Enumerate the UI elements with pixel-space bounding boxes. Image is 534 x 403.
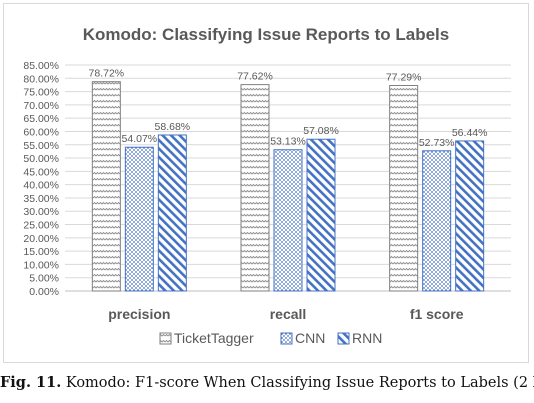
y-tick-label: 70.00% (23, 100, 59, 112)
y-tick-label: 60.00% (23, 126, 59, 138)
y-tick-label: 30.00% (23, 206, 59, 218)
data-label: 54.07% (122, 133, 158, 145)
legend-swatch (159, 332, 172, 345)
data-label: 77.62% (237, 71, 273, 83)
y-tick-label: 45.00% (23, 166, 59, 178)
data-label: 52.73% (419, 137, 455, 149)
y-tick-label: 35.00% (23, 193, 59, 205)
bar-rnn-recall (306, 138, 336, 292)
legend-swatch (280, 332, 293, 345)
y-tick-label: 55.00% (23, 140, 59, 152)
bar-cnn-precision (124, 146, 154, 292)
figure-number: Fig. 11. (0, 374, 62, 391)
data-label: 57.08% (303, 125, 339, 137)
legend-label: TicketTagger (174, 330, 254, 346)
x-tick-label: precision (108, 306, 170, 322)
bar-cnn-f1-score (422, 150, 452, 292)
data-label: 53.13% (270, 136, 306, 148)
y-tick-label: 65.00% (23, 113, 59, 125)
chart-frame: Komodo: Classifying Issue Reports to Lab… (3, 3, 529, 363)
chart-title: Komodo: Classifying Issue Reports to Lab… (83, 25, 450, 44)
bar-tickettagger-precision (91, 81, 121, 292)
y-tick-label: 50.00% (23, 153, 59, 165)
y-tick-label: 20.00% (23, 233, 59, 245)
data-labels: 78.72% 54.07%58.68% 77.62% 53.13%57.08% 77.2… (89, 68, 488, 149)
data-label: 56.44% (452, 127, 488, 139)
bar-cnn-recall (273, 149, 303, 292)
y-axis-tick-labels: 0.00%5.00% 10.00%15.00%20.00%25.00% 30.00%… (23, 60, 59, 298)
y-tick-label: 40.00% (23, 180, 59, 192)
x-axis-tick-labels: precision recall f1 score (108, 306, 464, 322)
y-tick-label: 80.00% (23, 73, 59, 85)
legend-swatch (337, 332, 350, 345)
figure-caption: Fig. 11. Komodo: F1-score When Classifyi… (0, 374, 534, 391)
figure-caption-text: Komodo: F1-score When Classifying Issue … (65, 375, 534, 391)
data-label: 58.68% (155, 121, 191, 133)
bar-chart: Komodo: Classifying Issue Reports to Lab… (3, 3, 529, 363)
y-tick-label: 10.00% (23, 259, 59, 271)
data-label: 78.72% (89, 68, 125, 80)
bar-rnn-precision (157, 134, 187, 292)
legend: TicketTagger CNN RNN (159, 330, 382, 346)
bar-rnn-f1-score (455, 140, 485, 292)
y-tick-label: 0.00% (29, 286, 59, 298)
x-tick-label: f1 score (410, 306, 464, 322)
y-tick-label: 85.00% (23, 60, 59, 72)
bar-tickettagger-f1-score (389, 84, 419, 292)
y-tick-label: 5.00% (29, 273, 59, 285)
bar-tickettagger-recall (240, 84, 270, 292)
legend-label: RNN (352, 330, 382, 346)
y-tick-label: 15.00% (23, 246, 59, 258)
y-tick-label: 75.00% (23, 87, 59, 99)
y-tick-label: 25.00% (23, 220, 59, 232)
bars (91, 81, 485, 292)
data-label: 77.29% (386, 71, 422, 83)
legend-label: CNN (295, 330, 325, 346)
x-tick-label: recall (270, 306, 307, 322)
